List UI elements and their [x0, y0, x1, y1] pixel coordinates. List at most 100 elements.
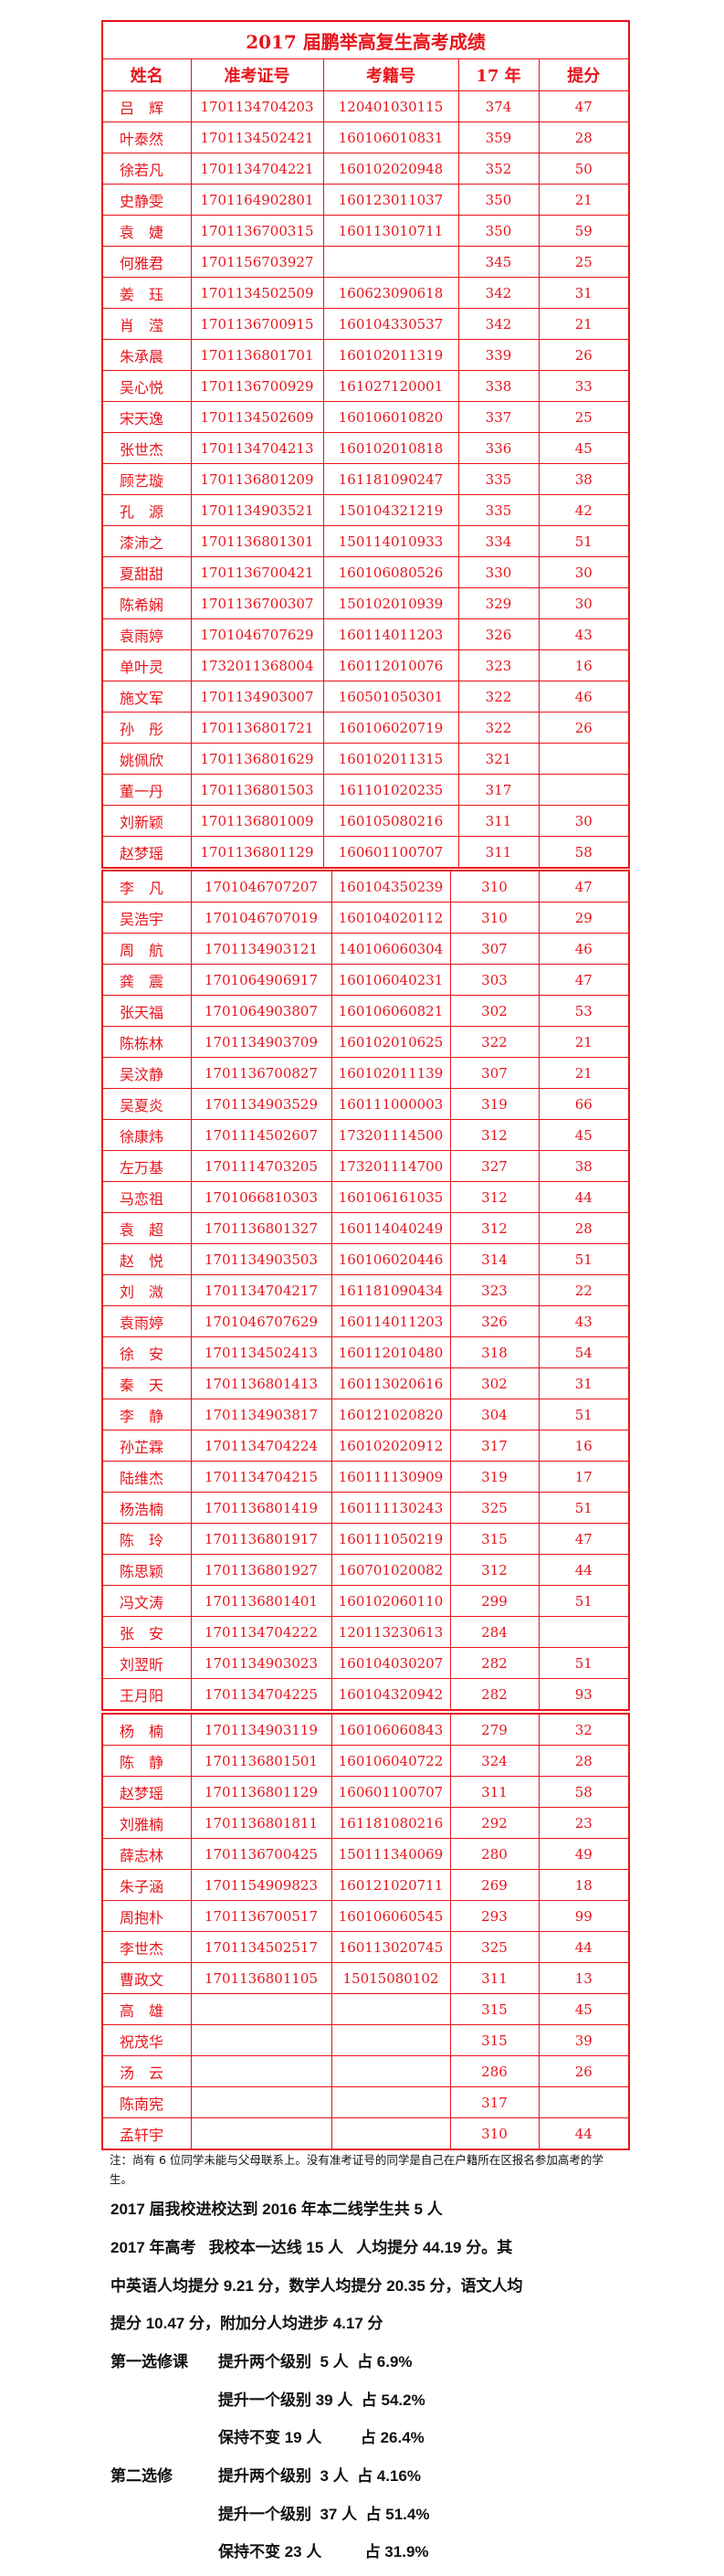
- table-row: 宋天逸 1701134502609 160106010820 337 25: [101, 401, 630, 433]
- table-row: 陈思颖 1701136801927 160701020082 312 44: [101, 1554, 630, 1586]
- cell-2017-score: 325: [449, 1492, 540, 1524]
- table-row: 杨浩楠 1701136801419 160111130243 325 51: [101, 1492, 630, 1524]
- cell-name: 姜 珏: [101, 277, 192, 309]
- cell-exam-ticket: 1701134903121: [190, 933, 332, 965]
- cell-improvement: 47: [538, 870, 630, 903]
- cell-exam-ticket: 1701136801701: [190, 339, 324, 371]
- cell-name: 孙 彤: [101, 712, 192, 744]
- cell-name: 张天福: [101, 995, 192, 1027]
- cell-exam-ticket: 1701134903709: [190, 1026, 332, 1058]
- cell-name: 陈栋林: [101, 1026, 192, 1058]
- cell-2017-score: 322: [457, 712, 540, 744]
- cell-exam-ticket: 1701134704221: [190, 153, 324, 185]
- cell-name: 夏甜甜: [101, 556, 192, 588]
- cell-improvement: 32: [538, 1713, 630, 1746]
- cell-2017-score: 350: [457, 184, 540, 216]
- cell-exam-ticket: 1701136801503: [190, 774, 324, 806]
- cell-name: 周抱朴: [101, 1900, 192, 1932]
- cell-2017-score: 302: [449, 995, 540, 1027]
- cell-registration-no: 161181090434: [331, 1274, 451, 1306]
- cell-2017-score: 359: [457, 121, 540, 153]
- cell-name: 赵梦瑶: [101, 1776, 192, 1808]
- table-row: 孙 彤 1701136801721 160106020719 322 26: [101, 712, 630, 744]
- cell-registration-no: 160114040249: [331, 1212, 451, 1244]
- table-row: 袁 婕 1701136700315 160113010711 350 59: [101, 215, 630, 247]
- cell-exam-ticket: 1701134704215: [190, 1461, 332, 1493]
- cell-2017-score: 326: [449, 1305, 540, 1337]
- cell-improvement: 21: [538, 1026, 630, 1058]
- cell-exam-ticket: 1701134704222: [190, 1616, 332, 1648]
- cell-name: 宋天逸: [101, 401, 192, 433]
- cell-registration-no: 140106060304: [331, 933, 451, 965]
- cell-name: 周 航: [101, 933, 192, 965]
- cell-2017-score: 310: [449, 902, 540, 934]
- cell-2017-score: 317: [449, 1430, 540, 1462]
- cell-name: 刘雅楠: [101, 1807, 192, 1839]
- cell-exam-ticket: 1701136801927: [190, 1554, 332, 1586]
- cell-registration-no: 160106060821: [331, 995, 451, 1027]
- cell-exam-ticket: 1701136700915: [190, 308, 324, 340]
- summary-line-4: 提分 10.47 分，附加分人均进步 4.17 分: [110, 2315, 383, 2332]
- cell-improvement: 51: [538, 1492, 630, 1524]
- cell-2017-score: 311: [457, 836, 540, 869]
- cell-improvement: 30: [538, 805, 630, 837]
- header-exam-ticket: 准考证号: [190, 58, 324, 91]
- cell-improvement: 51: [538, 1647, 630, 1679]
- cell-registration-no: 173201114500: [331, 1119, 451, 1151]
- table-row: 马恋祖 1701066810303 160106161035 312 44: [101, 1181, 630, 1213]
- cell-2017-score: 312: [449, 1212, 540, 1244]
- elective1-label: 第一选修课: [110, 2353, 188, 2370]
- cell-exam-ticket: 1701134704224: [190, 1430, 332, 1462]
- cell-improvement: 58: [538, 1776, 630, 1808]
- cell-registration-no: 160111000003: [331, 1088, 451, 1120]
- cell-name: 吴心悦: [101, 370, 192, 402]
- cell-2017-score: 315: [449, 1993, 540, 2025]
- cell-name: 张世杰: [101, 432, 192, 464]
- cell-exam-ticket: 1701134502421: [190, 121, 324, 153]
- cell-exam-ticket: 1701134704217: [190, 1274, 332, 1306]
- cell-improvement: 30: [538, 587, 630, 619]
- cell-registration-no: 160106080526: [322, 556, 459, 588]
- cell-registration-no: 160601100707: [322, 836, 459, 869]
- table-row: 刘雅楠 1701136801811 161181080216 292 23: [101, 1807, 630, 1839]
- cell-improvement: 50: [538, 153, 630, 185]
- cell-registration-no: 160104320942: [331, 1678, 451, 1711]
- cell-name: 史静雯: [101, 184, 192, 216]
- cell-exam-ticket: 1701136801327: [190, 1212, 332, 1244]
- cell-exam-ticket: 1701134502609: [190, 401, 324, 433]
- cell-improvement: 25: [538, 246, 630, 278]
- cell-2017-score: 330: [457, 556, 540, 588]
- cell-name: 朱承晨: [101, 339, 192, 371]
- cell-improvement: 93: [538, 1678, 630, 1711]
- cell-name: 袁 超: [101, 1212, 192, 1244]
- cell-name: 肖 滢: [101, 308, 192, 340]
- cell-improvement: 45: [538, 432, 630, 464]
- cell-improvement: 28: [538, 1212, 630, 1244]
- cell-registration-no: 160106060843: [331, 1713, 451, 1746]
- cell-registration-no: 120401030115: [322, 90, 459, 122]
- table-row: 姚佩欣 1701136801629 160102011315 321: [101, 743, 630, 775]
- cell-improvement: 16: [538, 649, 630, 681]
- cell-name: 李世杰: [101, 1931, 192, 1963]
- table-row: 徐 安 1701134502413 160112010480 318 54: [101, 1336, 630, 1368]
- cell-registration-no: 160102020912: [331, 1430, 451, 1462]
- table-row: 吴浩宇 1701046707019 160104020112 310 29: [101, 902, 630, 934]
- table-row: 陈南宪 317: [101, 2086, 630, 2118]
- cell-exam-ticket: 1701136801413: [190, 1367, 332, 1399]
- table-row: 陆维杰 1701134704215 160111130909 319 17: [101, 1461, 630, 1493]
- cell-registration-no: 160111050219: [331, 1523, 451, 1555]
- cell-improvement: 66: [538, 1088, 630, 1120]
- cell-name: 赵 悦: [101, 1243, 192, 1275]
- cell-2017-score: 342: [457, 308, 540, 340]
- cell-registration-no: 160701020082: [331, 1554, 451, 1586]
- cell-name: 刘 溦: [101, 1274, 192, 1306]
- cell-registration-no: 160601100707: [331, 1776, 451, 1808]
- cell-name: 陈 玲: [101, 1523, 192, 1555]
- cell-exam-ticket: 1701134502517: [190, 1931, 332, 1963]
- cell-name: 吴汶静: [101, 1057, 192, 1089]
- cell-registration-no: 160111130243: [331, 1492, 451, 1524]
- cell-2017-score: 312: [449, 1554, 540, 1586]
- cell-improvement: 29: [538, 902, 630, 934]
- table-row: 吴夏炎 1701134903529 160111000003 319 66: [101, 1088, 630, 1120]
